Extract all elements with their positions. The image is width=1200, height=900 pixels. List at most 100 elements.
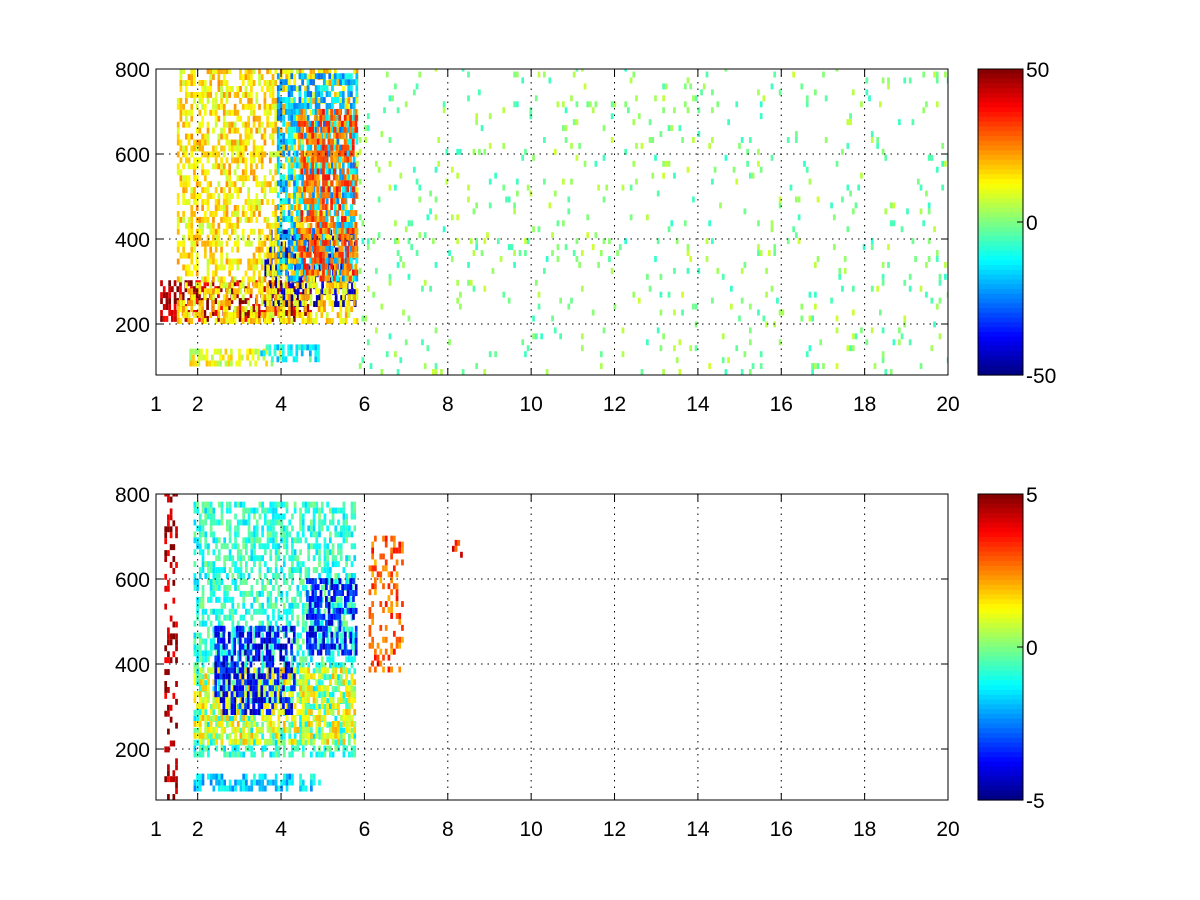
heatmap-cell: [322, 275, 325, 282]
heatmap-cell: [176, 163, 180, 170]
heatmap-cell: [341, 257, 344, 264]
colorbar-segment: [978, 107, 1023, 113]
heatmap-cell: [212, 145, 215, 152]
heatmap-cell: [250, 163, 253, 170]
heatmap-cell: [290, 344, 293, 351]
heatmap-cell: [738, 315, 741, 322]
heatmap-cell: [226, 573, 229, 579]
heatmap-cell: [190, 216, 194, 223]
heatmap-cell: [300, 344, 304, 351]
heatmap-cell: [225, 139, 229, 146]
heatmap-cell: [897, 339, 901, 346]
heatmap-cell: [277, 294, 280, 301]
heatmap-cell: [686, 107, 690, 114]
heatmap-cell: [196, 632, 199, 639]
heatmap-cell: [255, 91, 259, 98]
heatmap-cell: [860, 327, 863, 334]
heatmap-cell: [258, 288, 261, 295]
heatmap-cell: [881, 351, 885, 358]
heatmap-cell: [247, 187, 250, 194]
heatmap-cell: [330, 144, 333, 151]
heatmap-cell: [575, 119, 579, 126]
heatmap-cell: [919, 184, 923, 191]
heatmap-cell: [301, 751, 305, 758]
heatmap-cell: [491, 267, 495, 274]
heatmap-cell: [220, 276, 223, 283]
heatmap-cell: [881, 273, 885, 280]
heatmap-cell: [313, 251, 317, 258]
heatmap-cell: [198, 596, 202, 603]
heatmap-cell: [317, 344, 320, 351]
heatmap-cell: [204, 745, 208, 752]
heatmap-cell: [217, 596, 221, 603]
heatmap-cell: [450, 214, 454, 221]
heatmap-cell: [320, 97, 323, 103]
heatmap-cell: [293, 108, 296, 115]
heatmap-cell: [301, 584, 305, 591]
heatmap-cell: [234, 632, 237, 639]
heatmap-cell: [301, 638, 305, 645]
heatmap-cell: [738, 142, 741, 149]
heatmap-cell: [276, 73, 280, 80]
heatmap-cell: [305, 227, 309, 234]
heatmap-cell: [217, 715, 221, 722]
heatmap-cell: [472, 208, 476, 215]
heatmap-cell: [206, 157, 210, 164]
heatmap-cell: [299, 662, 302, 669]
heatmap-cell: [919, 363, 923, 370]
heatmap-cell: [332, 192, 336, 199]
heatmap-cell: [298, 312, 302, 319]
heatmap-cell: [324, 222, 328, 228]
heatmap-cell: [296, 205, 299, 211]
heatmap-cell: [429, 285, 432, 292]
heatmap-cell: [274, 169, 278, 176]
heatmap-cell: [282, 120, 286, 127]
heatmap-cell: [252, 258, 256, 265]
heatmap-cell: [187, 228, 191, 235]
heatmap-cell: [331, 275, 334, 282]
heatmap-cell: [830, 297, 833, 304]
heatmap-cell: [813, 363, 817, 370]
heatmap-cell: [231, 751, 235, 758]
heatmap-cell: [278, 354, 282, 361]
heatmap-cell: [318, 513, 321, 520]
heatmap-cell: [293, 145, 297, 152]
heatmap-cell: [851, 89, 855, 96]
heatmap-cell: [341, 73, 345, 80]
heatmap-cell: [311, 269, 314, 276]
heatmap-cell: [236, 745, 240, 752]
heatmap-cell: [285, 614, 289, 621]
heatmap-cell: [214, 228, 218, 235]
heatmap-cell: [353, 289, 357, 296]
heatmap-cell: [217, 312, 221, 319]
heatmap-cell: [298, 103, 302, 109]
heatmap-cell: [317, 198, 321, 205]
heatmap-cell: [331, 162, 334, 169]
colorbar-segment: [978, 145, 1023, 151]
heatmap-cell: [255, 294, 259, 301]
heatmap-cell: [287, 312, 291, 319]
heatmap-cell: [222, 91, 226, 98]
heatmap-cell: [296, 567, 300, 574]
heatmap-cell: [325, 257, 329, 264]
heatmap-cell: [190, 205, 194, 211]
heatmap-cell: [339, 97, 343, 104]
heatmap-cell: [193, 163, 196, 170]
heatmap-cell: [296, 258, 299, 265]
heatmap-cell: [312, 513, 316, 520]
heatmap-cell: [290, 270, 294, 277]
heatmap-cell: [333, 204, 337, 211]
heatmap-cell: [201, 205, 204, 211]
heatmap-cell: [250, 531, 254, 538]
heatmap-cell: [303, 108, 306, 115]
heatmap-cell: [288, 519, 292, 526]
heatmap-cell: [193, 145, 196, 152]
heatmap-cell: [318, 751, 321, 758]
heatmap-cell: [255, 115, 259, 122]
heatmap-cell: [347, 216, 351, 223]
heatmap-cell: [204, 680, 208, 687]
heatmap-cell: [396, 369, 400, 375]
heatmap-cell: [543, 178, 546, 185]
heatmap-cell: [265, 360, 268, 367]
heatmap-cell: [193, 573, 197, 579]
